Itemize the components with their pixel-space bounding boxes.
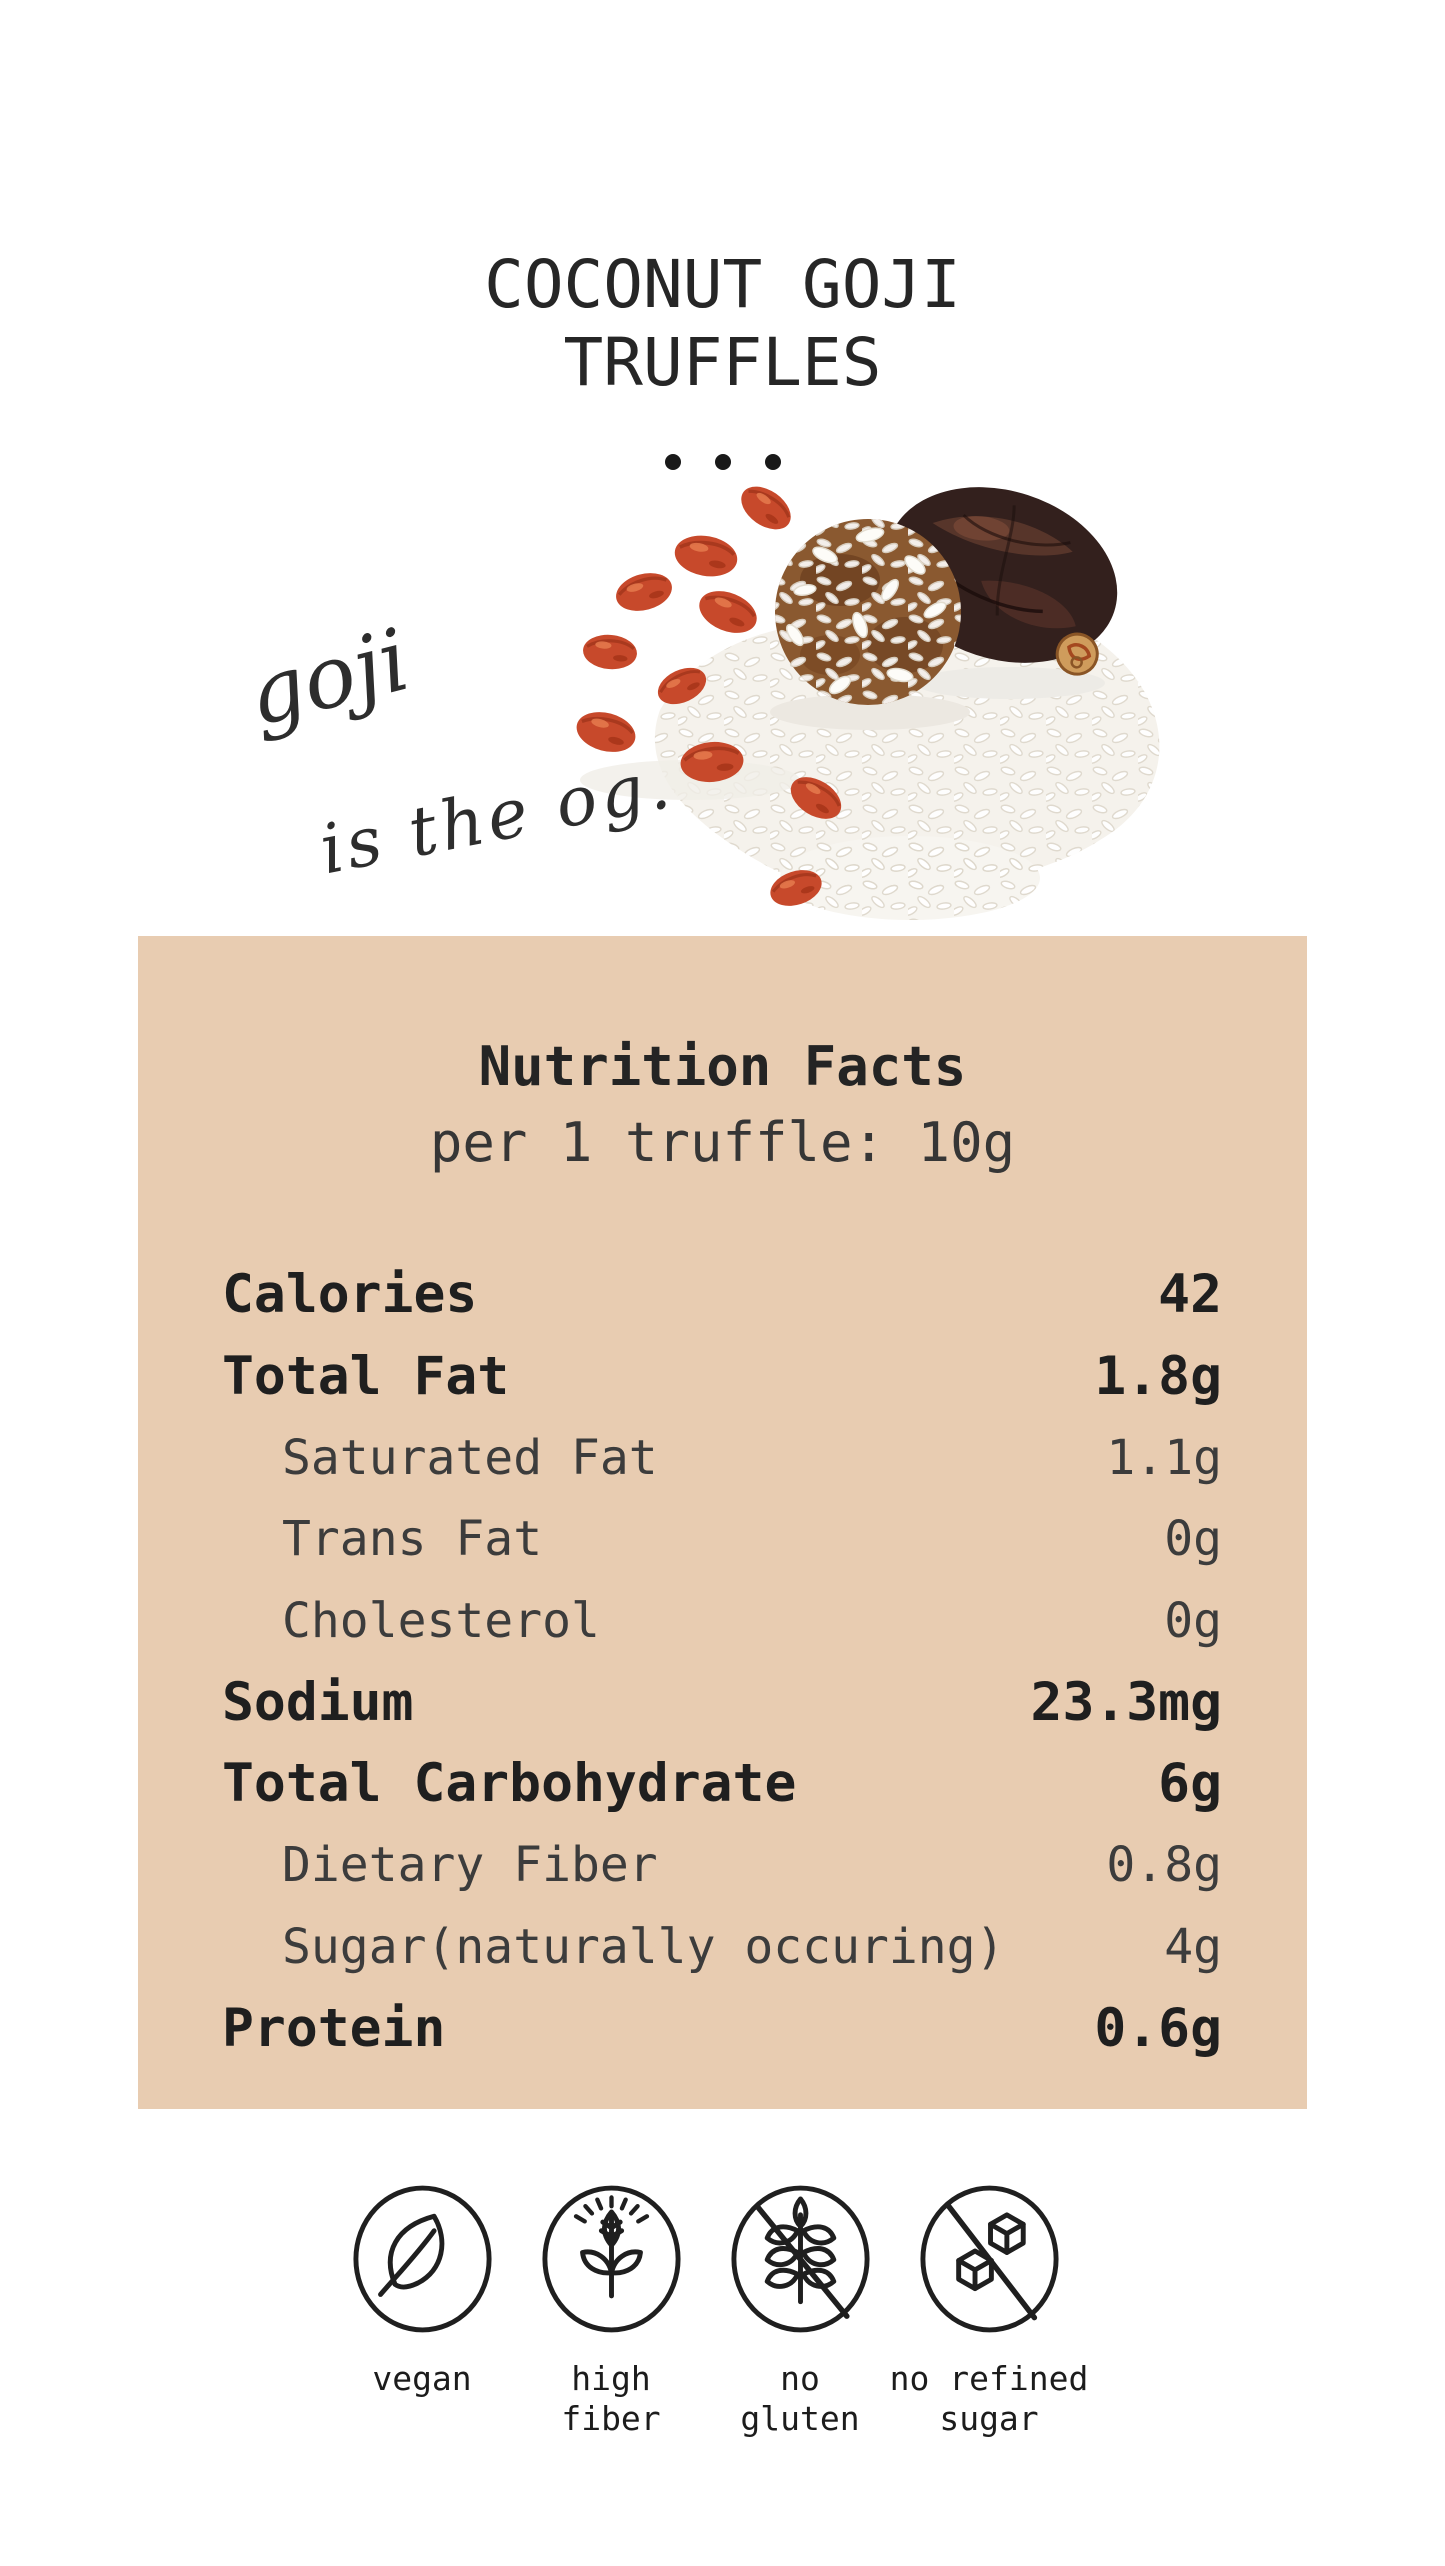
sugar-cubes-crossed-icon — [919, 2185, 1059, 2333]
nutrition-panel-title: Nutrition Facts — [478, 1035, 967, 1098]
dot-icon — [764, 454, 781, 470]
page-title-line1: COCONUT GOJI — [484, 246, 961, 323]
badge-no-refined-sugar: no refined sugar — [884, 2183, 1094, 2439]
table-row: Protein 0.6g — [222, 1988, 1222, 2070]
nutrient-label: Cholesterol — [282, 1592, 600, 1649]
badge-high-fiber: high fiber — [506, 2183, 716, 2439]
serving-size: per 1 truffle: 10g — [429, 1111, 1016, 1174]
walnut-piece — [1055, 632, 1099, 676]
page-title-line2: TRUFFLES — [563, 324, 882, 401]
nutrient-value: 1.8g — [1094, 1345, 1222, 1407]
nutrient-value: 0g — [1164, 1592, 1222, 1649]
dots-divider — [0, 454, 1445, 470]
wheat-crossed-icon — [730, 2185, 870, 2333]
badge-label: high fiber — [561, 2359, 661, 2438]
nutrient-value: 0.6g — [1094, 1997, 1222, 2059]
table-row: Trans Fat 0g — [222, 1499, 1222, 1581]
coconut-truffle — [770, 519, 970, 730]
badge-label: vegan — [372, 2359, 472, 2398]
table-row: Cholesterol 0g — [222, 1580, 1222, 1662]
table-row: Dietary Fiber 0.8g — [222, 1825, 1222, 1907]
badge-vegan: vegan — [317, 2183, 527, 2399]
nutrient-value: 0.8g — [1106, 1837, 1222, 1894]
table-row: Saturated Fat 1.1g — [222, 1417, 1222, 1499]
nutrient-label: Dietary Fiber — [282, 1837, 658, 1894]
leaf-icon — [352, 2185, 492, 2333]
nutrient-label: Total Fat — [222, 1345, 510, 1407]
nutrient-label: Total Carbohydrate — [222, 1753, 797, 1815]
nutrient-label: Sodium — [222, 1671, 414, 1733]
nutrient-value: 4g — [1164, 1918, 1222, 1975]
table-row: Sugar(naturally occuring) 4g — [222, 1906, 1222, 1988]
nutrient-label: Sugar(naturally occuring) — [282, 1918, 1005, 1975]
nutrient-value: 6g — [1158, 1753, 1222, 1815]
table-row: Total Fat 1.8g — [222, 1336, 1222, 1418]
product-photo — [570, 476, 1160, 920]
badge-no-gluten: no gluten — [695, 2183, 905, 2439]
dot-icon — [714, 454, 731, 470]
nutrition-table: Calories 42 Total Fat 1.8g Saturated Fat… — [222, 1254, 1222, 2069]
nutrient-label: Saturated Fat — [282, 1429, 658, 1486]
badge-label: no gluten — [740, 2359, 860, 2438]
dot-icon — [664, 454, 681, 470]
handwritten-tagline-line1: goji — [238, 610, 419, 746]
shredded-coconut-pile — [654, 601, 1160, 920]
nutrient-label: Calories — [222, 1264, 478, 1326]
badge-label: no refined sugar — [889, 2359, 1089, 2438]
page-title: COCONUT GOJI TRUFFLES — [0, 246, 1445, 402]
nutrient-label: Protein — [222, 1997, 446, 2059]
nutrient-value: 1.1g — [1106, 1429, 1222, 1486]
nutrient-value: 23.3mg — [1030, 1671, 1222, 1733]
table-row: Calories 42 — [222, 1254, 1222, 1336]
nutrient-value: 0g — [1164, 1511, 1222, 1568]
nutrient-value: 42 — [1158, 1264, 1222, 1326]
table-row: Sodium 23.3mg — [222, 1662, 1222, 1744]
goji-berries — [570, 476, 851, 914]
table-row: Total Carbohydrate 6g — [222, 1743, 1222, 1825]
plant-rays-icon — [541, 2185, 681, 2333]
nutrient-label: Trans Fat — [282, 1511, 543, 1568]
nutrition-panel: Nutrition Facts per 1 truffle: 10g Calor… — [138, 936, 1307, 2109]
